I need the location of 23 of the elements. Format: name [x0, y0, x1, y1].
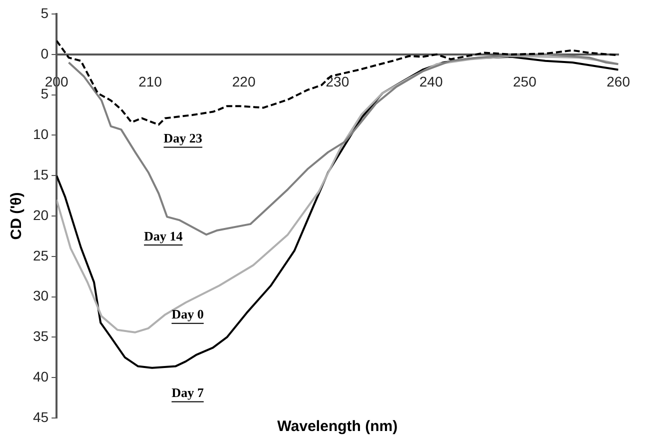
y-tick-label: 40 [32, 368, 49, 384]
series-label: Day 14 [144, 228, 184, 244]
y-tick-label: 10 [32, 126, 49, 142]
series-label: Day 0 [172, 306, 204, 322]
y-tick-label: 5 [40, 86, 49, 102]
x-axis-title: Wavelength (nm) [277, 418, 398, 436]
x-tick-label: 230 [326, 74, 350, 90]
x-tick-label: 260 [606, 74, 630, 90]
x-tick-label: 240 [419, 74, 443, 90]
y-tick-label: 25 [32, 247, 49, 264]
y-tick-label: 35 [32, 328, 49, 344]
series-label: Day 23 [164, 130, 203, 146]
y-tick-label: 5 [40, 4, 49, 21]
x-tick-label: 210 [138, 74, 162, 90]
x-tick-label: 220 [232, 74, 256, 90]
x-tick-label: 250 [513, 74, 537, 90]
series-label: Day 7 [172, 385, 204, 400]
y-axis-title: CD ('θ) [8, 192, 26, 240]
y-tick-label: 0 [40, 45, 49, 62]
y-tick-label: 20 [32, 206, 49, 223]
y-tick-label: 15 [32, 166, 49, 182]
y-tick-label: 45 [32, 408, 49, 425]
y-tick-label: 30 [32, 288, 49, 304]
